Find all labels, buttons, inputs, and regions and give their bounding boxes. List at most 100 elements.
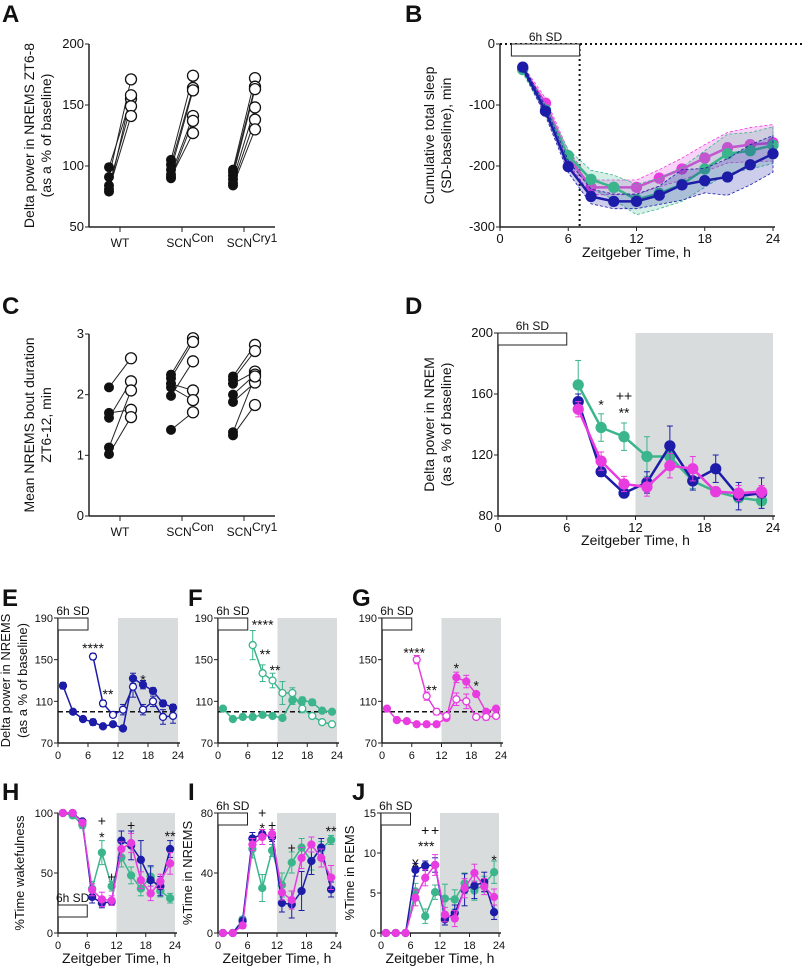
filled-point: [166, 171, 176, 182]
sd-label: 6h SD: [216, 799, 250, 813]
significance-marker: ****: [82, 640, 104, 656]
data-point-magenta: [432, 707, 441, 716]
x-tick-label: 18: [463, 940, 475, 952]
data-point-blue: [421, 861, 430, 870]
panel-label: F: [188, 585, 203, 612]
data-point-green: [608, 181, 620, 194]
significance-marker: **: [165, 828, 176, 844]
data-point-magenta: [462, 697, 471, 706]
x-tick-label: 0: [215, 940, 221, 952]
data-point-blue: [608, 195, 620, 208]
data-point-magenta: [107, 896, 116, 905]
data-point-magenta: [460, 884, 469, 893]
data-point-green: [165, 894, 175, 903]
data-point-magenta: [641, 481, 653, 493]
significance-marker: **: [270, 662, 281, 678]
filled-point: [104, 382, 114, 393]
y-tick-label: 70: [365, 738, 377, 750]
y-tick-label: 150: [35, 655, 53, 667]
panel-e: E 70 110 150 190 0 6 12 18 24 Delta power in NREMS…: [0, 585, 184, 762]
panel-label: B: [405, 1, 422, 28]
y-axis-label: Delta power in NREMS: [0, 613, 13, 747]
sd-bar: [381, 617, 413, 631]
data-point-blue: [88, 718, 98, 727]
data-point-blue: [721, 171, 734, 183]
data-point-blue: [562, 160, 574, 173]
y-tick-label: 3: [77, 326, 84, 341]
data-point-magenta: [402, 716, 411, 726]
x-axis-label: Zeitgeber Time, h: [62, 950, 171, 966]
panel-label: H: [2, 779, 19, 806]
significance-marker: x: [412, 854, 419, 870]
x-tick-label: 6: [245, 750, 251, 762]
data-point-green: [268, 711, 277, 721]
data-point-blue: [88, 652, 98, 661]
data-point-green: [278, 713, 287, 723]
x-tick-label: 0: [496, 231, 503, 246]
y-tick-label: 110: [359, 696, 377, 708]
significance-marker: **: [426, 682, 437, 698]
data-point-magenta: [421, 873, 430, 882]
open-point: [248, 123, 262, 136]
data-point-magenta: [258, 832, 267, 842]
x-tick-label: 6: [244, 940, 250, 952]
open-point: [248, 344, 262, 358]
data-point-magenta: [450, 914, 459, 923]
data-point-magenta: [491, 704, 501, 713]
x-tick-label: 18: [300, 940, 312, 952]
data-point-blue: [277, 898, 287, 908]
data-point-blue: [146, 876, 155, 885]
x-tick-label: WT: [111, 525, 130, 539]
y-tick-label: 50: [70, 219, 84, 234]
data-point-green: [288, 688, 297, 698]
data-point-magenta: [297, 853, 306, 863]
y-tick-label: 200: [471, 325, 493, 340]
data-point-magenta: [452, 695, 461, 704]
filled-point: [104, 171, 114, 182]
data-point-magenta: [117, 844, 126, 854]
y-axis-label: Cumulative total sleep: [421, 66, 437, 204]
filled-point: [228, 430, 238, 441]
data-point-blue: [98, 699, 108, 708]
panel-label: A: [2, 1, 19, 28]
x-tick-label-superscript: Con: [192, 520, 214, 534]
y-axis-label: (as a % of baseline): [15, 623, 30, 738]
x-tick-label: SCNCon: [166, 231, 213, 250]
significance-marker: +: [258, 805, 266, 821]
data-point-magenta: [165, 859, 175, 868]
data-point-blue: [168, 711, 178, 721]
x-tick-label: 6: [565, 231, 572, 246]
data-point-blue: [138, 680, 148, 689]
y-tick-label: 40: [201, 868, 213, 880]
data-point-magenta: [755, 485, 768, 498]
y-tick-label: 200: [62, 36, 84, 51]
open-point: [124, 89, 138, 102]
open-point: [248, 101, 262, 114]
data-point-magenta: [732, 487, 745, 499]
sd-label: 6h SD: [529, 30, 563, 44]
panel-label: G: [352, 585, 371, 612]
sd-bar: [217, 617, 249, 631]
x-tick-label: SCNCry1: [227, 520, 278, 539]
data-point-blue: [108, 710, 118, 720]
sd-label: 6h SD: [516, 319, 550, 333]
open-point: [124, 384, 138, 397]
filled-point: [104, 162, 114, 173]
data-point-green: [308, 711, 317, 721]
data-point-blue: [653, 189, 665, 201]
pair-line: [108, 390, 132, 448]
data-point-green: [317, 718, 327, 727]
data-point-blue: [664, 440, 676, 452]
data-point-magenta: [68, 808, 77, 818]
data-point-magenta: [572, 403, 584, 415]
data-point-blue: [108, 720, 118, 729]
dark-phase-shade: [635, 333, 773, 516]
data-point-magenta: [480, 882, 489, 891]
open-point: [186, 114, 200, 128]
data-point-magenta: [452, 673, 461, 682]
x-tick-label: 24: [169, 940, 181, 952]
data-point-magenta: [470, 868, 479, 878]
data-point-green: [218, 704, 228, 713]
y-axis-label: (SD-baseline), min: [438, 78, 454, 194]
significance-marker: ****: [252, 616, 274, 632]
